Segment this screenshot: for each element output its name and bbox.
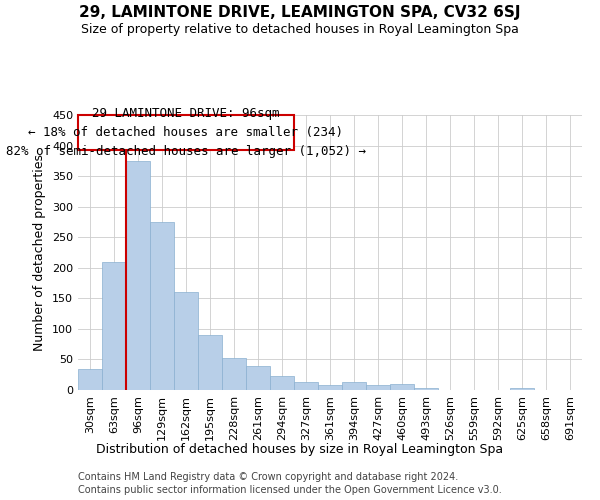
Bar (414, 388, 438, 390)
Bar (222, 358, 246, 390)
Bar (102, 262, 126, 390)
Bar (126, 161, 150, 390)
Text: Size of property relative to detached houses in Royal Leamington Spa: Size of property relative to detached ho… (81, 22, 519, 36)
Bar (390, 384, 414, 390)
Bar (246, 366, 270, 390)
Bar (510, 388, 534, 390)
Bar (342, 382, 366, 390)
Text: Contains public sector information licensed under the Open Government Licence v3: Contains public sector information licen… (78, 485, 502, 495)
Bar (174, 292, 198, 390)
Bar (318, 385, 342, 390)
Bar (150, 222, 174, 390)
Text: Distribution of detached houses by size in Royal Leamington Spa: Distribution of detached houses by size … (97, 442, 503, 456)
Bar (198, 335, 222, 390)
Text: Contains HM Land Registry data © Crown copyright and database right 2024.: Contains HM Land Registry data © Crown c… (78, 472, 458, 482)
Text: 29 LAMINTONE DRIVE: 96sqm
← 18% of detached houses are smaller (234)
82% of semi: 29 LAMINTONE DRIVE: 96sqm ← 18% of detac… (6, 107, 366, 158)
Y-axis label: Number of detached properties: Number of detached properties (34, 154, 46, 351)
FancyBboxPatch shape (78, 115, 294, 150)
Text: 29, LAMINTONE DRIVE, LEAMINGTON SPA, CV32 6SJ: 29, LAMINTONE DRIVE, LEAMINGTON SPA, CV3… (79, 5, 521, 20)
Bar (294, 382, 318, 390)
Bar (366, 385, 390, 390)
Bar (78, 368, 102, 390)
Bar (270, 376, 294, 390)
